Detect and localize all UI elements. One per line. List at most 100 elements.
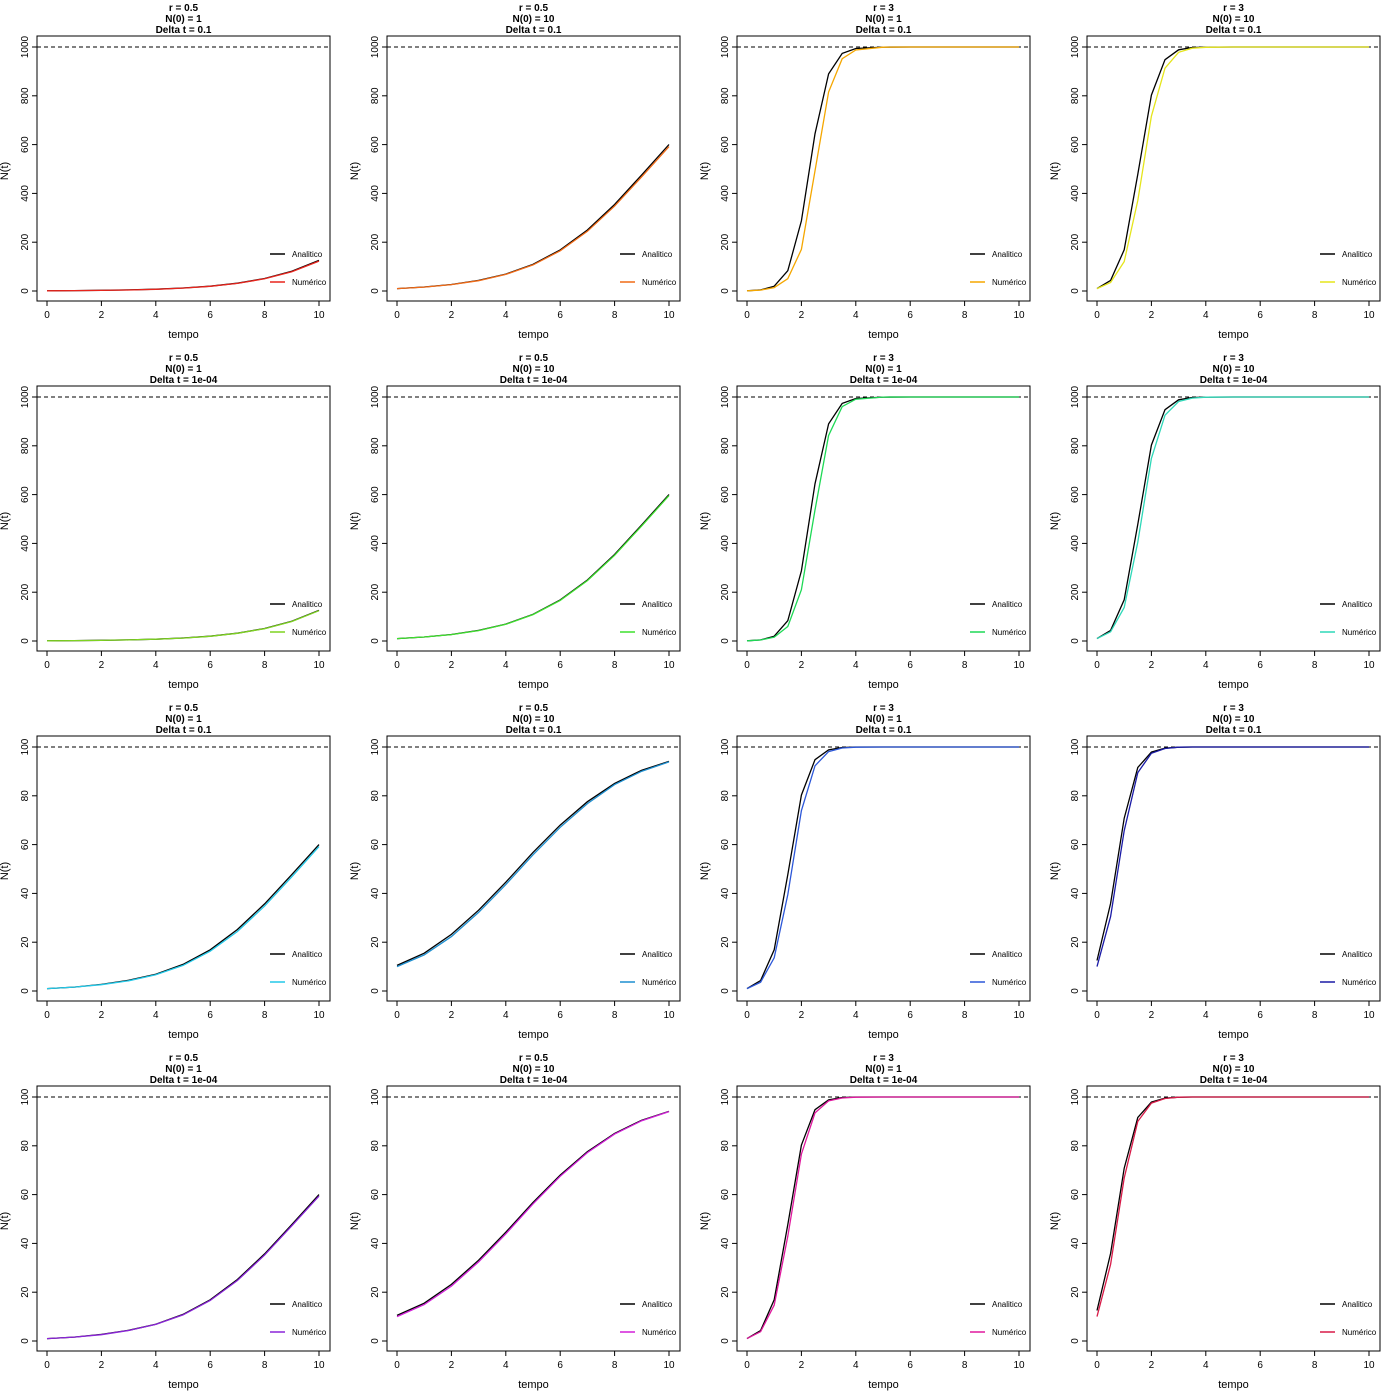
chart-title-line: N(0) = 1 [865, 714, 902, 725]
x-tick-label: 6 [207, 1360, 213, 1371]
y-tick-label: 40 [20, 887, 31, 899]
analitico-curve [1096, 1096, 1369, 1311]
legend-label: Numérico [992, 278, 1027, 287]
x-tick-label: 8 [612, 1010, 618, 1021]
x-tick-label: 6 [907, 1360, 913, 1371]
y-tick-label: 100 [370, 1088, 381, 1105]
y-axis-label: N(t) [699, 1212, 711, 1230]
analitico-curve [746, 746, 1019, 990]
y-tick-label: 200 [20, 583, 31, 600]
x-tick-label: 2 [799, 660, 805, 671]
chart-title-line: Delta t = 1e-04 [850, 1075, 918, 1086]
x-tick-label: 8 [962, 660, 968, 671]
y-tick-label: 100 [370, 738, 381, 755]
legend-label: Analitico [992, 950, 1023, 959]
x-tick-label: 10 [313, 660, 325, 671]
x-tick-label: 10 [1013, 1360, 1025, 1371]
y-tick-label: 0 [720, 638, 731, 644]
x-tick-label: 4 [153, 1010, 159, 1021]
x-tick-label: 6 [207, 660, 213, 671]
x-axis-label: tempo [1218, 1029, 1249, 1041]
x-tick-label: 2 [799, 1360, 805, 1371]
y-axis-label: N(t) [699, 162, 711, 180]
plot-frame [386, 35, 681, 302]
y-tick-label: 40 [370, 1237, 381, 1249]
numerico-curve [46, 846, 320, 990]
chart-title-line: Delta t = 0.1 [856, 725, 912, 736]
x-tick-label: 10 [1013, 310, 1025, 321]
x-tick-label: 0 [744, 660, 750, 671]
y-tick-label: 60 [720, 839, 731, 851]
chart-title-line: N(0) = 1 [165, 14, 202, 25]
numerico-curve [396, 761, 670, 968]
numerico-curve [396, 146, 670, 290]
y-tick-label: 1000 [20, 385, 31, 408]
x-axis-label: tempo [1218, 1379, 1249, 1391]
y-tick-label: 60 [370, 1189, 381, 1201]
legend-label: Analitico [1342, 950, 1373, 959]
y-axis-label: N(t) [0, 162, 11, 180]
analitico-curve [1096, 46, 1369, 290]
y-tick-label: 400 [1070, 185, 1081, 202]
x-tick-label: 10 [1363, 1010, 1375, 1021]
x-tick-label: 6 [557, 1360, 563, 1371]
y-tick-label: 40 [1070, 1237, 1081, 1249]
legend-label: Analitico [292, 950, 323, 959]
x-tick-label: 10 [663, 660, 675, 671]
x-tick-label: 10 [663, 310, 675, 321]
chart-title-line: r = 0.5 [169, 703, 199, 714]
x-axis-label: tempo [168, 1029, 199, 1041]
x-axis-label: tempo [518, 329, 549, 341]
legend-label: Numérico [642, 278, 677, 287]
y-tick-label: 600 [20, 136, 31, 153]
legend-label: Analitico [292, 250, 323, 259]
numerico-curve [746, 46, 1019, 292]
x-tick-label: 4 [853, 310, 859, 321]
plot-frame [36, 1085, 331, 1352]
y-tick-label: 600 [1070, 136, 1081, 153]
plot-frame [386, 735, 681, 1002]
x-tick-label: 0 [1094, 310, 1100, 321]
analitico-curve [396, 144, 670, 290]
analitico-curve [746, 1096, 1019, 1340]
x-tick-label: 6 [907, 310, 913, 321]
y-axis-label: N(t) [1049, 862, 1061, 880]
y-tick-label: 800 [720, 87, 731, 104]
y-tick-label: 20 [1070, 1286, 1081, 1298]
y-tick-label: 400 [20, 185, 31, 202]
x-tick-label: 4 [153, 310, 159, 321]
x-tick-label: 6 [1257, 1010, 1263, 1021]
chart-title-line: Delta t = 0.1 [156, 25, 212, 36]
y-tick-label: 0 [720, 1338, 731, 1344]
chart-title-line: N(0) = 1 [165, 364, 202, 375]
x-tick-label: 2 [799, 310, 805, 321]
chart-title-line: r = 3 [873, 353, 894, 364]
x-axis-label: tempo [518, 1379, 549, 1391]
y-tick-label: 600 [720, 136, 731, 153]
x-tick-label: 2 [449, 660, 455, 671]
y-tick-label: 800 [370, 87, 381, 104]
legend-label: Numérico [642, 1328, 677, 1337]
y-tick-label: 400 [20, 535, 31, 552]
plot-frame [36, 35, 331, 302]
analitico-curve [396, 760, 670, 966]
plot-frame [736, 1085, 1031, 1352]
y-tick-label: 20 [720, 936, 731, 948]
y-tick-label: 200 [1070, 583, 1081, 600]
x-axis-label: tempo [868, 1379, 899, 1391]
chart-title-line: r = 0.5 [519, 3, 549, 14]
y-tick-label: 80 [20, 790, 31, 802]
x-tick-label: 4 [503, 1010, 509, 1021]
y-tick-label: 200 [1070, 233, 1081, 250]
numerico-curve [46, 260, 320, 292]
y-tick-label: 800 [1070, 87, 1081, 104]
y-tick-label: 1000 [720, 385, 731, 408]
y-tick-label: 400 [720, 185, 731, 202]
x-tick-label: 6 [557, 310, 563, 321]
chart-title-line: N(0) = 10 [1213, 714, 1255, 725]
